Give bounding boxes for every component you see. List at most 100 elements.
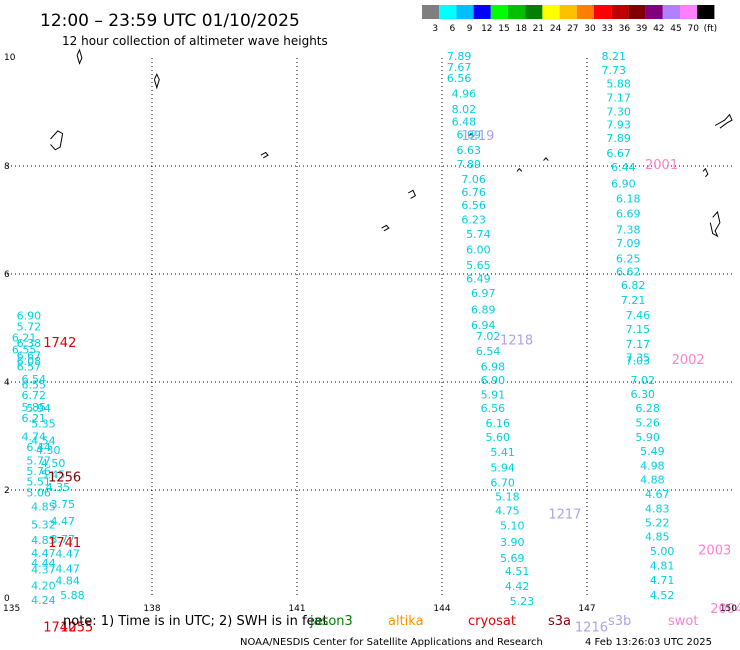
track-1742: 6.905.726.216.386.556.676.576.546.725.94… [12,310,85,602]
wave-height-value: 6.76 [461,186,486,199]
land-outline [468,132,474,137]
land-outline [381,224,390,232]
wave-height-value: 4.35 [46,481,71,494]
wave-height-value: 7.21 [621,294,646,307]
pass-number-label: 2004 [710,602,740,617]
legend-tick-label: 30 [584,24,596,34]
wave-height-value: 4.20 [31,580,55,593]
lat-tick-label: 8 [4,162,10,172]
wave-height-value: 4.47 [51,515,76,528]
wave-height-value: 5.77 [26,454,51,467]
legend-tick-label: 3 [432,24,438,34]
wave-height-value: 3.75 [51,498,76,511]
wave-height-value: 5.06 [26,487,51,500]
legend-swatch [456,5,474,19]
pass-number-label: 2001 [645,158,678,173]
wave-height-value: 5.23 [510,595,534,608]
wave-height-value: 6.54 [22,373,47,386]
page-title: 12:00 – 23:59 UTC 01/10/2025 [40,11,300,31]
legend-swatch [525,5,543,19]
satellite-cryosat-label: cryosat [468,614,516,629]
wave-height-value: 4.30 [36,444,61,457]
wave-height-value: 6.67 [17,350,41,363]
wave-height-value: 6.62 [616,265,641,278]
wave-height-value: 5.88 [60,589,85,602]
legend-tick-label: 39 [636,24,648,34]
wave-height-value: 7.89 [447,50,472,63]
wave-height-value: 7.06 [461,173,486,186]
pass-number-label: 1217 [548,507,581,522]
wave-height-value: 6.44 [26,441,51,454]
legend-swatch [422,5,440,19]
legend-swatch [508,5,526,19]
lat-lon-grid [7,58,732,598]
wave-height-value: 6.70 [490,476,515,489]
wave-height-value: 4.83 [31,534,55,547]
wave-height-value: 6.90 [481,374,506,387]
wave-height-value: 7.03 [626,354,651,367]
wave-height-value: 5.41 [490,446,515,459]
wave-height-value: 4.96 [452,88,477,101]
wave-height-value: 4.75 [495,505,519,518]
lon-tick-label: 135 [3,604,20,614]
legend-tick-label: 33 [601,24,612,34]
wave-height-value: 4.54 [31,434,55,447]
legend-swatch [559,5,577,19]
wave-height-value: 5.91 [481,388,506,401]
pass-number-label: 2003 [698,543,731,558]
wave-height-value: 4.81 [650,560,675,573]
pass-number-label: 1256 [48,471,81,486]
wave-height-value: 4.50 [41,457,65,470]
wave-height-value: 5.22 [645,516,670,529]
wave-height-value: 7.17 [606,91,631,104]
wave-height-value: 4.85 [645,530,670,543]
legend-swatch [473,5,491,19]
wave-height-value: 4.37 [31,563,55,576]
legend-swatch [576,5,594,19]
lon-tick-label: 147 [578,604,595,614]
legend-tick-label: 12 [481,24,492,34]
notes-row: note: 1) Time is in UTC; 2) SWH is in fe… [63,614,698,629]
wave-height-value: 6.00 [466,244,491,257]
wave-height-value: 6.57 [17,360,41,373]
satellite-altika-label: altika [388,614,424,629]
legend-swatch [611,5,629,19]
track-2004: 2004 [710,602,740,617]
track-1216: 5.23 1216 [510,595,608,635]
lat-tick-label: 0 [4,594,10,604]
wave-height-value: 7.89 [606,132,631,145]
wave-height-value: 7.09 [616,237,641,250]
wave-height-value: 4.24 [31,594,55,607]
wave-height-value: 4.85 [31,501,55,514]
track-1219: 7.897.676.564.968.026.486.996.637.897.06… [447,50,496,332]
lon-tick-label: 144 [433,604,450,614]
wave-height-value: 7.15 [626,323,651,336]
legend-swatch [439,5,457,19]
page-subtitle: 12 hour collection of altimeter wave hei… [62,34,328,48]
wave-height-value: 5.49 [640,445,665,458]
wave-height-value: 4.67 [645,488,670,501]
land-outline [260,151,269,159]
legend-swatch [490,5,508,19]
wave-height-value: 6.56 [447,72,472,85]
track-2003: 5.00 4.814.71 4.52 2003 [650,543,731,601]
pass-number-label: 1218 [500,333,533,348]
wave-height-value: 6.99 [457,129,482,142]
wave-height-value: 7.89 [457,158,482,171]
wave-height-value: 6.94 [471,319,496,332]
land-outline [407,189,417,199]
satellite-tracks: 6.905.726.216.386.556.676.576.546.725.94… [12,50,740,636]
pass-number-label: 1219 [461,129,494,144]
wave-height-value: 7.35 [626,352,651,365]
lon-tick-label: 138 [143,604,160,614]
wave-height-value: 6.63 [457,144,482,157]
footer-timestamp: 4 Feb 13:26:03 UTC 2025 [585,637,712,648]
wave-height-value: 5.18 [495,490,519,503]
pass-number-label: 1741 [48,536,81,551]
wave-height-value: 6.49 [466,272,491,285]
pass-number-label: 1255 [60,621,93,636]
legend-swatch [680,5,698,19]
wave-height-value: 4.83 [645,502,670,515]
wave-height-value: 7.93 [606,118,631,131]
